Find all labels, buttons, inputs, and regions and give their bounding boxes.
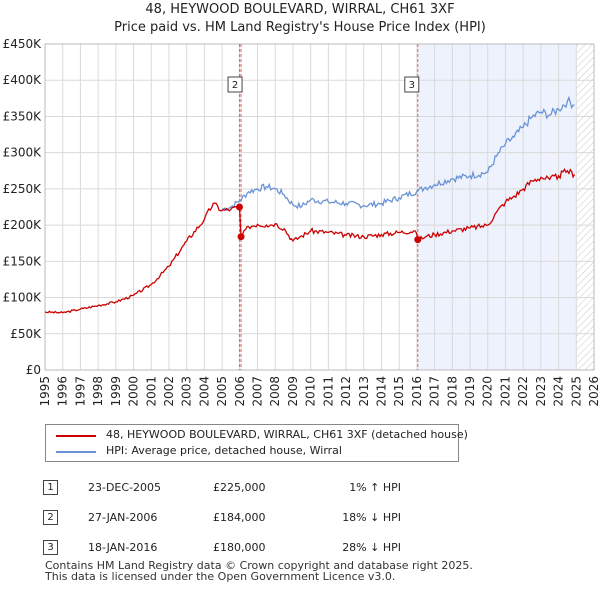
legend-label-hpi: HPI: Average price, detached house, Wirr… bbox=[106, 444, 342, 457]
x-tick-label: 2001 bbox=[144, 376, 158, 407]
transaction-badge: 3 bbox=[43, 539, 58, 555]
y-tick-label: £150K bbox=[3, 254, 43, 268]
x-tick-label: 1999 bbox=[109, 376, 123, 407]
x-tick-label: 1997 bbox=[73, 376, 87, 407]
x-tick-label: 2008 bbox=[268, 376, 282, 407]
chart-subtitle: Price paid vs. HM Land Registry's House … bbox=[114, 20, 486, 35]
x-tick-label: 1998 bbox=[91, 376, 105, 407]
y-tick-label: £200K bbox=[3, 218, 43, 232]
x-tick-label: 2025 bbox=[569, 376, 583, 407]
footer-licence: This data is licensed under the Open Gov… bbox=[45, 570, 396, 583]
forecast-hatch bbox=[576, 44, 594, 370]
y-tick-label: £250K bbox=[3, 182, 43, 196]
x-tick-label: 2013 bbox=[357, 376, 371, 407]
transaction-badge: 2 bbox=[43, 509, 58, 525]
transaction-hpi: 1% ↑ HPI bbox=[349, 480, 401, 494]
chart-legend: 48, HEYWOOD BOULEVARD, WIRRAL, CH61 3XF … bbox=[45, 424, 468, 462]
x-tick-label: 2026 bbox=[587, 376, 600, 407]
x-tick-label: 1995 bbox=[38, 376, 52, 407]
x-tick-label: 2018 bbox=[445, 376, 459, 407]
x-tick-label: 2010 bbox=[304, 376, 318, 407]
footer: Contains HM Land Registry data © Crown c… bbox=[45, 560, 473, 582]
x-tick-label: 2023 bbox=[534, 376, 548, 407]
transaction-hpi: 18% ↓ HPI bbox=[342, 510, 401, 524]
x-tick-label: 2021 bbox=[498, 376, 512, 407]
legend-label-property: 48, HEYWOOD BOULEVARD, WIRRAL, CH61 3XF … bbox=[106, 428, 468, 441]
plot-frame bbox=[44, 43, 595, 371]
x-tick-label: 2022 bbox=[516, 376, 530, 407]
x-tick-label: 1996 bbox=[56, 376, 70, 407]
footer-copyright: Contains HM Land Registry data © Crown c… bbox=[45, 559, 473, 572]
transaction-hpi: 28% ↓ HPI bbox=[342, 540, 401, 554]
x-tick-label: 2000 bbox=[127, 376, 141, 407]
table-row: 1 23-DEC-2005 £225,000 1% ↑ HPI bbox=[40, 472, 401, 502]
chart-title: 48, HEYWOOD BOULEVARD, WIRRAL, CH61 3XF bbox=[145, 2, 455, 17]
transaction-badge: 1 bbox=[43, 479, 58, 495]
y-tick-label: £450K bbox=[3, 37, 43, 51]
y-tick-label: £50K bbox=[10, 327, 42, 341]
price-chart: £0 £50K £100K £150K £200K £250K £300K £350K £400… bbox=[3, 37, 600, 407]
series-line-property bbox=[44, 167, 576, 314]
transaction-price: £225,000 bbox=[213, 480, 266, 494]
series-line-hpi bbox=[221, 95, 575, 212]
x-tick-label: 2017 bbox=[428, 376, 442, 407]
legend-swatch-property bbox=[56, 435, 96, 437]
transaction-date: 18-JAN-2016 bbox=[88, 540, 158, 554]
x-tick-label: 2007 bbox=[251, 376, 265, 407]
y-tick-label: £350K bbox=[3, 109, 43, 123]
sale-point bbox=[414, 236, 422, 244]
legend-swatch-hpi bbox=[56, 451, 96, 453]
x-tick-label: 2014 bbox=[374, 376, 388, 407]
x-tick-label: 2011 bbox=[321, 376, 335, 407]
sale-point bbox=[235, 203, 243, 211]
x-tick-label: 2019 bbox=[463, 376, 477, 407]
x-tick-label: 2024 bbox=[552, 376, 566, 407]
shaded-region bbox=[417, 44, 577, 370]
x-tick-label: 2005 bbox=[215, 376, 229, 407]
table-row: 2 27-JAN-2006 £184,000 18% ↓ HPI bbox=[40, 502, 401, 532]
sale-marker-label: 2 bbox=[232, 80, 238, 91]
transactions-table: 1 23-DEC-2005 £225,000 1% ↑ HPI 2 27-JAN… bbox=[40, 472, 401, 562]
transaction-date: 27-JAN-2006 bbox=[88, 510, 158, 524]
y-tick-label: £400K bbox=[3, 73, 43, 87]
y-tick-label: £0 bbox=[26, 363, 41, 377]
transaction-price: £184,000 bbox=[213, 510, 266, 524]
sale-point bbox=[237, 233, 245, 241]
x-tick-label: 2006 bbox=[233, 376, 247, 407]
x-tick-label: 2003 bbox=[180, 376, 194, 407]
sale-marker-label: 3 bbox=[409, 80, 415, 91]
x-tick-label: 2016 bbox=[410, 376, 424, 407]
y-tick-label: £100K bbox=[3, 291, 43, 305]
table-row: 3 18-JAN-2016 £180,000 28% ↓ HPI bbox=[40, 532, 401, 562]
transaction-price: £180,000 bbox=[213, 540, 266, 554]
sale-marker-box bbox=[227, 76, 243, 93]
x-tick-label: 2015 bbox=[392, 376, 406, 407]
x-tick-label: 2002 bbox=[162, 376, 176, 407]
x-tick-label: 2009 bbox=[286, 376, 300, 407]
transaction-date: 23-DEC-2005 bbox=[88, 480, 162, 494]
sale-marker-box bbox=[404, 76, 420, 93]
x-tick-label: 2020 bbox=[481, 376, 495, 407]
y-tick-label: £300K bbox=[3, 146, 43, 160]
x-tick-label: 2012 bbox=[339, 376, 353, 407]
x-tick-label: 2004 bbox=[197, 376, 211, 407]
